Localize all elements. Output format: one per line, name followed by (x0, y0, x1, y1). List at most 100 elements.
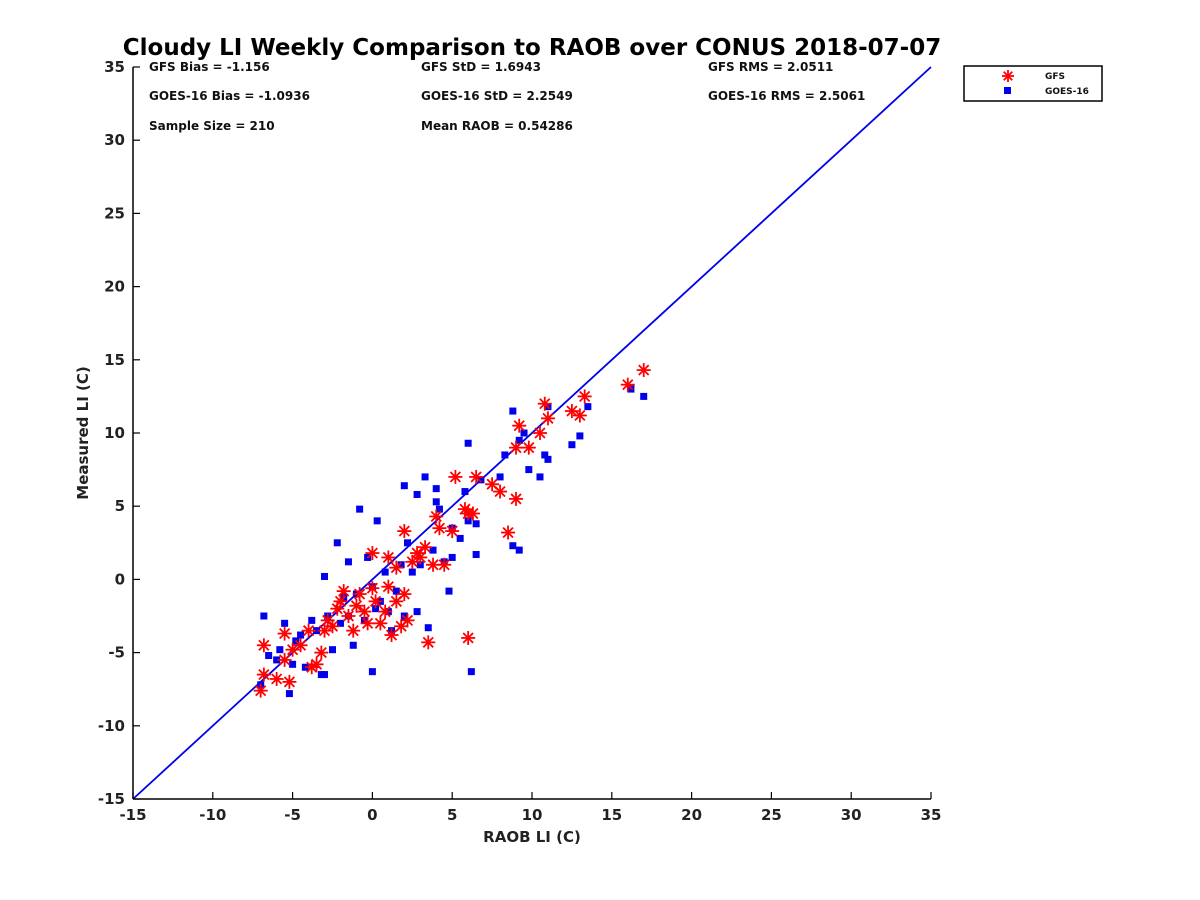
y-axis-ticks: -15 -10 -5 0 5 10 15 20 25 30 35 (98, 58, 140, 808)
data-point-goes16 (329, 646, 336, 654)
data-point-goes16 (520, 429, 528, 437)
legend-label-goes16: GOES-16 (1045, 87, 1089, 97)
data-point-goes16 (413, 608, 421, 616)
data-point-goes16 (467, 668, 475, 676)
series-goes16 (257, 385, 648, 698)
data-point-goes16 (308, 616, 316, 624)
reference-line (132, 66, 932, 800)
data-point-goes16 (464, 517, 472, 525)
data-point-gfs (352, 587, 367, 602)
data-point-gfs (256, 638, 271, 653)
stats-panel: GFS Bias = -1.156 GFS StD = 1.6943 GFS RMS… (149, 60, 865, 133)
data-point-gfs (368, 594, 383, 609)
y-tick-label: -5 (108, 644, 125, 662)
data-point-gfs (493, 484, 508, 499)
data-point-gfs (564, 404, 579, 419)
data-point-goes16 (448, 553, 456, 561)
data-point-goes16 (333, 539, 341, 547)
data-point-gfs (346, 623, 361, 638)
x-tick-label: 25 (761, 806, 782, 824)
data-point-gfs (421, 635, 436, 650)
y-tick-label: 0 (115, 570, 125, 588)
data-point-gfs (469, 469, 484, 484)
data-point-goes16 (515, 546, 523, 554)
data-point-gfs (636, 363, 651, 378)
data-point-gfs (365, 546, 380, 561)
data-point-goes16 (501, 451, 509, 459)
data-point-goes16 (509, 542, 517, 550)
data-point-goes16 (260, 612, 268, 620)
y-axis-label: Measured LI (C) (74, 366, 92, 499)
data-point-gfs (532, 426, 547, 440)
stat-text: GFS Bias = -1.156 (149, 60, 270, 74)
x-tick-label: 0 (367, 806, 377, 824)
stat-text: GFS RMS = 2.0511 (708, 60, 833, 74)
legend-gfs-asterisk (1002, 70, 1014, 82)
legend-marker-goes16 (1004, 87, 1011, 94)
data-point-gfs (357, 604, 372, 619)
x-tick-label: 30 (841, 806, 862, 824)
data-point-goes16 (525, 466, 533, 474)
data-point-goes16 (432, 485, 440, 493)
data-point-goes16 (544, 455, 552, 463)
data-point-goes16 (285, 690, 293, 698)
data-point-goes16 (381, 568, 389, 576)
data-point-goes16 (356, 505, 364, 513)
data-point-goes16 (640, 392, 648, 400)
y-tick-label: 20 (104, 278, 125, 296)
data-point-gfs (620, 377, 635, 392)
data-point-goes16 (373, 517, 381, 525)
axes: -15 -10 -5 0 5 10 15 20 25 30 35 -15 -10 -5 0 5 10 15 20 2… (98, 58, 942, 824)
stat-text: GOES-16 Bias = -1.0936 (149, 89, 310, 103)
data-point-goes16 (313, 627, 321, 635)
data-point-gfs (461, 630, 476, 645)
data-point-goes16 (265, 652, 273, 660)
data-point-goes16 (297, 631, 305, 639)
chart-title: Cloudy LI Weekly Comparison to RAOB over… (123, 35, 941, 61)
data-point-goes16 (281, 619, 289, 627)
data-point-gfs (253, 683, 268, 698)
data-point-gfs (512, 418, 527, 433)
data-point-gfs (301, 623, 316, 638)
x-tick-label: 10 (522, 806, 543, 824)
data-point-goes16 (584, 403, 592, 411)
data-point-goes16 (289, 660, 297, 668)
data-point-gfs (397, 587, 412, 602)
data-point-goes16 (445, 587, 453, 595)
data-point-gfs (509, 491, 524, 506)
data-point-gfs (277, 626, 292, 641)
data-point-goes16 (536, 473, 544, 481)
data-point-goes16 (321, 572, 329, 580)
data-point-gfs (256, 667, 271, 682)
x-axis-ticks: -15 -10 -5 0 5 10 15 20 25 30 35 (119, 792, 941, 824)
data-point-gfs (269, 671, 284, 686)
data-point-gfs (418, 540, 433, 555)
x-tick-label: -5 (284, 806, 301, 824)
data-point-goes16 (435, 505, 443, 513)
data-point-goes16 (456, 534, 464, 542)
data-point-goes16 (368, 668, 376, 676)
data-point-goes16 (496, 473, 504, 481)
data-point-gfs (336, 584, 351, 599)
data-point-goes16 (413, 490, 421, 498)
data-point-gfs (437, 557, 452, 572)
data-point-goes16 (372, 605, 380, 613)
data-point-gfs (384, 628, 399, 643)
y-tick-label: 25 (104, 204, 125, 222)
data-point-gfs (381, 579, 396, 594)
data-point-gfs (537, 396, 552, 411)
data-point-goes16 (568, 441, 576, 449)
data-point-gfs (572, 408, 587, 423)
data-point-goes16 (408, 568, 416, 576)
data-point-gfs (293, 638, 308, 653)
stat-text: Sample Size = 210 (149, 119, 275, 133)
data-point-gfs (282, 674, 297, 689)
y-tick-label: -15 (98, 790, 125, 808)
y-tick-label: 30 (104, 131, 125, 149)
y-tick-label: 35 (104, 58, 125, 76)
data-point-goes16 (576, 432, 584, 440)
data-point-goes16 (477, 476, 485, 484)
data-point-goes16 (424, 624, 432, 632)
data-point-gfs (432, 521, 447, 536)
